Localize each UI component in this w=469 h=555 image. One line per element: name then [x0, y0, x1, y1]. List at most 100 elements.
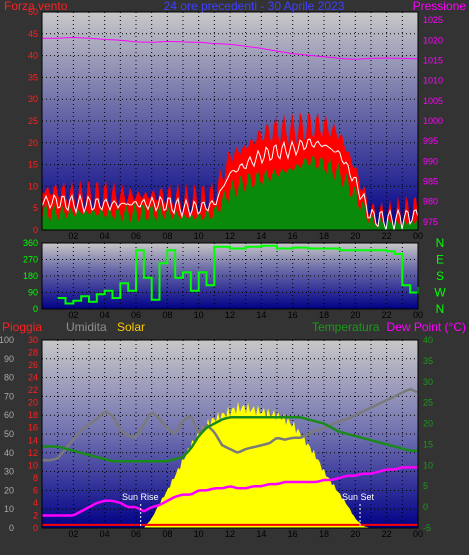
y-tick-label: 80	[4, 373, 14, 383]
x-tick-label: 08	[162, 231, 172, 241]
y-tick-label: 10	[28, 460, 38, 470]
y-tick-label: 6	[33, 485, 38, 495]
y-tick-label: 8	[33, 473, 38, 483]
temperature-legend: Temperatura	[312, 320, 380, 334]
temp-panel-ticks: 02 04 06 08 10 12 14 16 18 20 22 000102030405060708…	[0, 335, 433, 539]
y-tick-label: 10	[4, 504, 14, 514]
x-tick-label: 18	[319, 231, 329, 241]
x-tick-label: 12	[225, 529, 235, 539]
y-tick-label: 2	[33, 510, 38, 520]
x-tick-label: 10	[194, 529, 204, 539]
wind-axis-title: Forza vento	[4, 0, 68, 13]
y-tick-label: 30	[28, 335, 38, 345]
y-tick-label: 1015	[423, 55, 443, 65]
y-tick-label: 15	[423, 439, 433, 449]
y-tick-label: 35	[28, 72, 38, 82]
y-tick-label: 1020	[423, 35, 443, 45]
x-tick-label: 08	[162, 310, 172, 320]
y-tick-label: 1025	[423, 15, 443, 25]
y-tick-label: 70	[4, 391, 14, 401]
y-tick-label: 0	[33, 225, 38, 235]
y-tick-label: 20	[28, 138, 38, 148]
x-tick-label: 20	[350, 529, 360, 539]
solar-legend: Solar	[117, 320, 145, 334]
y-tick-label: 24	[28, 373, 38, 383]
x-tick-label: 02	[68, 231, 78, 241]
wind-panel-frame	[41, 11, 419, 231]
x-tick-label: 08	[162, 529, 172, 539]
compass-label: N	[436, 236, 445, 250]
sunset-label: Sun Set	[342, 492, 375, 502]
y-tick-label: 40	[423, 335, 433, 345]
y-tick-label: 14	[28, 435, 38, 445]
y-tick-label: 20	[4, 485, 14, 495]
y-tick-label: 22	[28, 385, 38, 395]
x-tick-label: 12	[225, 231, 235, 241]
x-tick-label: 14	[256, 231, 266, 241]
y-tick-label: 360	[23, 238, 38, 248]
y-tick-label: 30	[28, 94, 38, 104]
compass-label: W	[434, 286, 446, 300]
x-tick-label: 06	[131, 231, 141, 241]
x-tick-label: 02	[68, 310, 78, 320]
y-tick-label: 20	[28, 398, 38, 408]
compass-label: E	[436, 253, 444, 267]
wind-panel-ticks: 02 04 06 08 10 12 14 16 18 20 22 000510152025303540…	[28, 7, 443, 241]
direction-panel-frame	[41, 242, 419, 310]
wind-panel-series	[41, 36, 419, 231]
x-tick-label: 22	[382, 231, 392, 241]
sunrise-label: Sun Rise	[122, 492, 159, 502]
y-tick-label: 100	[0, 335, 14, 345]
x-tick-label: 04	[100, 231, 110, 241]
y-tick-label: 1010	[423, 76, 443, 86]
x-tick-label: 00	[413, 231, 423, 241]
y-tick-label: 90	[4, 354, 14, 364]
x-tick-label: 16	[288, 529, 298, 539]
y-tick-label: 12	[28, 448, 38, 458]
y-tick-label: 18	[28, 410, 38, 420]
rain-axis-title: Pioggia	[2, 320, 42, 334]
humidity-legend: Umidita	[66, 320, 107, 334]
x-tick-label: 22	[382, 310, 392, 320]
x-tick-label: 10	[194, 310, 204, 320]
wind-avg-area	[42, 155, 418, 230]
y-tick-label: 28	[28, 348, 38, 358]
x-tick-label: 10	[194, 231, 204, 241]
y-tick-label: 990	[423, 156, 438, 166]
direction-panel-series	[57, 244, 419, 305]
y-tick-label: 1005	[423, 96, 443, 106]
temp-panel-frame	[41, 339, 419, 529]
x-tick-label: 12	[225, 310, 235, 320]
y-tick-label: 15	[28, 160, 38, 170]
chart-period-title: 24 ore precedenti - 30 Aprile 2023	[164, 0, 345, 13]
y-tick-label: 50	[4, 429, 14, 439]
x-tick-label: 06	[131, 310, 141, 320]
x-tick-label: 22	[382, 529, 392, 539]
y-tick-label: 16	[28, 423, 38, 433]
y-tick-label: 35	[423, 356, 433, 366]
y-tick-label: 90	[28, 288, 38, 298]
y-tick-label: 40	[4, 448, 14, 458]
y-tick-label: 25	[28, 116, 38, 126]
y-tick-label: 980	[423, 197, 438, 207]
y-tick-label: 270	[23, 255, 38, 265]
y-tick-label: 20	[423, 419, 433, 429]
dewpoint-line	[42, 466, 417, 517]
direction-panel-ticks: 02 04 06 08 10 12 14 16 18 20 22 00090180270360NWSE…	[23, 236, 446, 320]
y-tick-label: 975	[423, 217, 438, 227]
compass-label: S	[436, 269, 444, 283]
y-tick-label: 995	[423, 136, 438, 146]
y-tick-label: 180	[23, 271, 38, 281]
y-tick-label: 0	[33, 304, 38, 314]
x-tick-label: 18	[319, 310, 329, 320]
y-tick-label: 5	[33, 203, 38, 213]
y-tick-label: 25	[423, 398, 433, 408]
wind-direction-line	[57, 244, 419, 305]
x-tick-label: 06	[131, 529, 141, 539]
y-tick-label: 5	[423, 481, 428, 491]
x-tick-label: 20	[350, 310, 360, 320]
temp-panel-series	[42, 387, 418, 528]
y-tick-label: 26	[28, 360, 38, 370]
y-tick-label: 45	[28, 29, 38, 39]
x-tick-label: 16	[288, 231, 298, 241]
